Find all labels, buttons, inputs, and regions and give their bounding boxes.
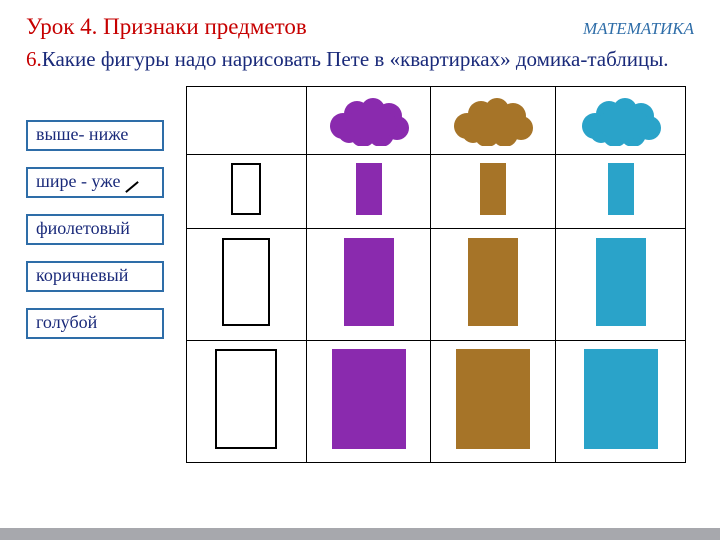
header-cell-cloud <box>431 87 556 155</box>
label-box: шире - уже <box>26 167 164 198</box>
table-cell <box>556 229 686 341</box>
rect-fill <box>480 163 506 215</box>
content-area: выше- ниже шире - уже фиолетовый коричне… <box>26 86 694 463</box>
rect-fill <box>468 238 518 326</box>
rect-fill <box>356 163 382 215</box>
rect-fill <box>584 349 658 449</box>
table-cell <box>431 229 556 341</box>
rect-outline <box>215 349 277 449</box>
label-box: коричневый <box>26 261 164 292</box>
shape-table <box>186 86 686 463</box>
table-cell <box>306 229 431 341</box>
footer-bar <box>0 528 720 540</box>
label-box: фиолетовый <box>26 214 164 245</box>
page: Урок 4. Признаки предметов МАТЕМАТИКА 6.… <box>0 0 720 540</box>
cloud-icon <box>327 96 411 146</box>
side-labels: выше- ниже шире - уже фиолетовый коричне… <box>26 86 186 463</box>
lesson-title: Урок 4. Признаки предметов <box>26 14 307 40</box>
table-row <box>187 229 686 341</box>
header-cell-empty <box>187 87 307 155</box>
table-wrap <box>186 86 694 463</box>
table-cell <box>187 229 307 341</box>
rect-fill <box>456 349 530 449</box>
table-cell <box>431 155 556 229</box>
header: Урок 4. Признаки предметов МАТЕМАТИКА <box>26 14 694 40</box>
label-box: выше- ниже <box>26 120 164 151</box>
table-cell <box>187 155 307 229</box>
table-header-row <box>187 87 686 155</box>
table-row <box>187 155 686 229</box>
table-cell <box>187 341 307 463</box>
table-cell <box>556 341 686 463</box>
rect-outline <box>222 238 270 326</box>
question-text: Какие фигуры надо нарисовать Пете в «ква… <box>42 47 669 71</box>
table-cell <box>556 155 686 229</box>
table-cell <box>431 341 556 463</box>
table-cell <box>306 341 431 463</box>
rect-fill <box>344 238 394 326</box>
rect-fill <box>332 349 406 449</box>
subject-label: МАТЕМАТИКА <box>583 19 694 39</box>
rect-fill <box>608 163 634 215</box>
header-cell-cloud <box>556 87 686 155</box>
rect-outline <box>231 163 261 215</box>
question: 6.Какие фигуры надо нарисовать Пете в «к… <box>26 46 694 72</box>
table-cell <box>306 155 431 229</box>
cloud-icon <box>579 96 663 146</box>
label-box: голубой <box>26 308 164 339</box>
question-number: 6. <box>26 47 42 71</box>
cloud-icon <box>451 96 535 146</box>
header-cell-cloud <box>306 87 431 155</box>
table-row <box>187 341 686 463</box>
rect-fill <box>596 238 646 326</box>
